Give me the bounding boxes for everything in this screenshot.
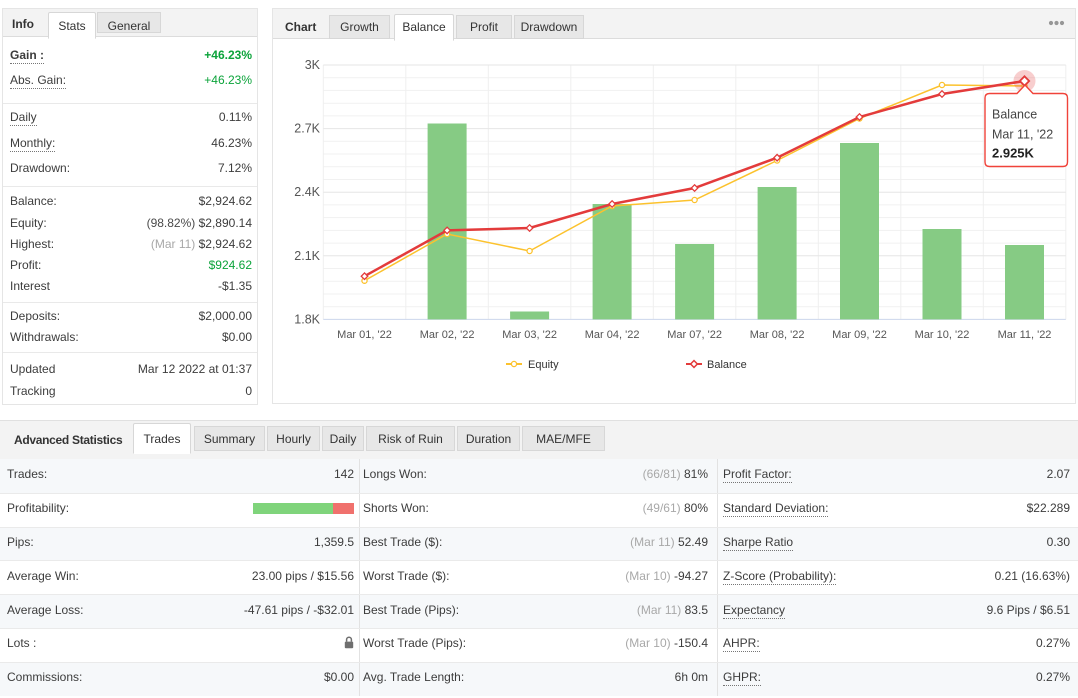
svg-text:Mar 11, '22: Mar 11, '22 (992, 128, 1053, 142)
svg-text:2.1K: 2.1K (294, 249, 320, 263)
svg-text:Mar 10, '22: Mar 10, '22 (915, 329, 970, 341)
svg-text:2.925K: 2.925K (992, 146, 1035, 161)
svg-text:2.4K: 2.4K (294, 185, 320, 199)
svg-text:Mar 07, '22: Mar 07, '22 (667, 329, 722, 341)
svg-text:Mar 04, '22: Mar 04, '22 (585, 329, 640, 341)
svg-text:1.8K: 1.8K (294, 312, 320, 326)
svg-text:Mar 01, '22: Mar 01, '22 (337, 329, 392, 341)
svg-text:2.7K: 2.7K (294, 122, 320, 136)
svg-text:Mar 02, '22: Mar 02, '22 (420, 329, 475, 341)
svg-text:3K: 3K (305, 58, 321, 72)
svg-text:Balance: Balance (992, 108, 1037, 122)
svg-text:Mar 03, '22: Mar 03, '22 (502, 329, 557, 341)
svg-text:Mar 11, '22: Mar 11, '22 (998, 329, 1052, 341)
svg-text:Mar 09, '22: Mar 09, '22 (832, 329, 887, 341)
svg-text:Mar 08, '22: Mar 08, '22 (750, 329, 805, 341)
svg-text:Equity: Equity (528, 359, 559, 371)
svg-text:Balance: Balance (707, 359, 747, 371)
